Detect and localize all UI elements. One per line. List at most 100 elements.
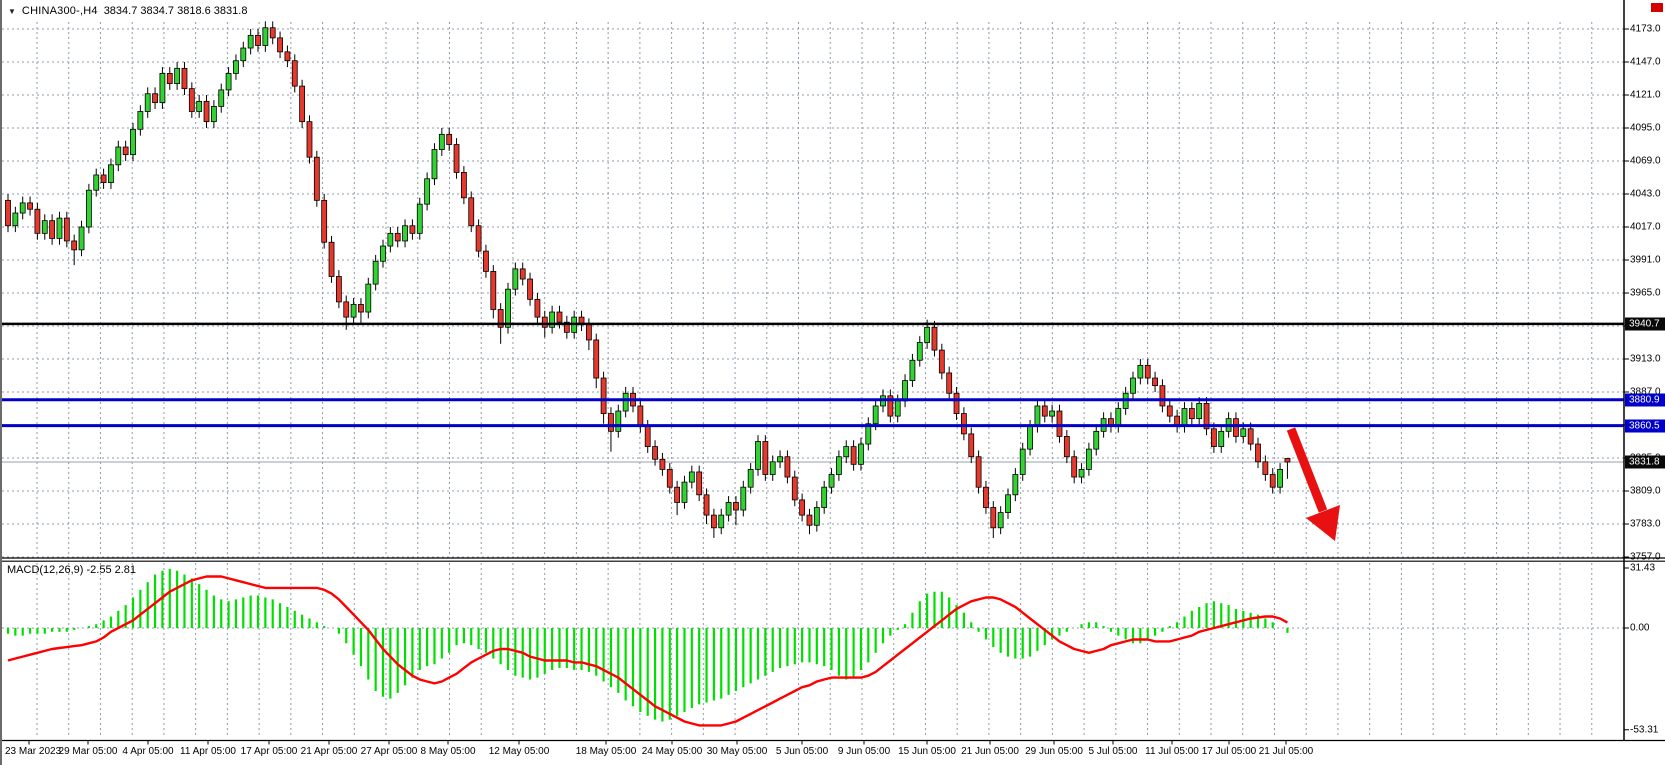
candle-body: [791, 476, 798, 501]
candle-body: [247, 34, 254, 49]
candle-body: [203, 100, 210, 123]
candle-body: [902, 380, 908, 402]
candle-body: [380, 245, 386, 262]
candle-body: [938, 349, 945, 374]
candle-body: [225, 73, 232, 91]
candle-body: [233, 60, 239, 74]
candle-body: [387, 232, 394, 247]
candle-body: [240, 47, 247, 62]
candle-body: [637, 405, 644, 427]
candle-body: [777, 456, 783, 463]
candle-body: [144, 93, 151, 112]
time-tick-label: 30 May 05:00: [706, 746, 768, 757]
candle-body: [1269, 474, 1276, 488]
candle-body: [1218, 430, 1225, 447]
candle-body: [740, 486, 747, 511]
candle-body: [556, 311, 563, 323]
candle-body: [1056, 410, 1063, 437]
candle-body: [63, 217, 70, 242]
time-tick-label: 12 May 05:00: [488, 746, 550, 757]
price-tick-label: 4043.0: [1630, 188, 1661, 200]
candle-body: [813, 507, 820, 526]
candle-body: [850, 446, 857, 465]
price-axis-drag-zone[interactable]: [1625, 0, 1665, 740]
candle-body: [291, 60, 298, 87]
candle-body: [1144, 364, 1151, 379]
down-arrow-shaft: [1286, 427, 1328, 513]
candle-body: [968, 433, 975, 458]
candle-body: [799, 499, 806, 516]
candle-body: [549, 311, 556, 328]
candle-body: [350, 304, 357, 318]
candle-body: [608, 413, 614, 432]
candle-body: [1041, 405, 1048, 417]
candle-body: [718, 514, 725, 529]
candle-body: [78, 226, 85, 251]
time-tick-label: 29 Jun 05:00: [1025, 746, 1083, 757]
candle-body: [1115, 408, 1122, 427]
candle-body: [130, 128, 136, 156]
time-tick-label: 24 May 05:00: [641, 746, 703, 757]
ohlc-readout: 3834.7 3834.7 3818.6 3831.8: [103, 5, 248, 17]
symbol-dropdown-icon[interactable]: ▼: [8, 6, 16, 16]
candle-body: [115, 146, 122, 166]
candle-body: [975, 456, 982, 488]
candle-body: [769, 461, 776, 475]
macd-scale-zero: 0.00: [1630, 622, 1650, 634]
candle-body: [710, 514, 717, 529]
price-tick-label: 4173.0: [1630, 23, 1661, 35]
candle-body: [1247, 428, 1254, 445]
candle-body: [475, 225, 482, 252]
candle-body: [402, 225, 408, 242]
candle-body: [365, 283, 372, 313]
symbol-period-label[interactable]: CHINA300-,H4: [21, 5, 98, 17]
candle-body: [652, 446, 658, 460]
candle-body: [821, 486, 828, 508]
candle-body: [85, 189, 92, 228]
candle-body: [100, 174, 107, 183]
candle-body: [806, 514, 813, 526]
time-tick-label: 21 Jul 05:00: [1258, 746, 1314, 757]
current-price-badge: 3831.8: [1625, 455, 1665, 469]
candle-body: [19, 202, 26, 214]
candle-body: [1085, 448, 1092, 470]
price-tick-label: 4069.0: [1630, 155, 1661, 167]
candle-body: [1159, 385, 1166, 407]
candle-body: [916, 342, 923, 361]
candle-body: [997, 512, 1004, 529]
price-tick-label: 4121.0: [1630, 89, 1661, 101]
candle-body: [313, 156, 320, 201]
candle-body: [372, 260, 379, 285]
candle-body: [512, 268, 519, 290]
candle-body: [747, 469, 754, 488]
chart-header: ▼ CHINA300-,H4 3834.7 3834.7 3818.6 3831…: [8, 5, 247, 17]
price-tick-label: 3991.0: [1630, 254, 1661, 266]
candle-body: [108, 164, 114, 183]
candle-body: [563, 321, 570, 333]
candle-body: [218, 89, 225, 107]
price-tick-label: 3809.0: [1630, 485, 1661, 497]
candle-body: [1093, 430, 1100, 450]
candle-body: [1137, 364, 1144, 379]
candle-body: [953, 392, 960, 414]
candle-body: [438, 133, 445, 150]
candle-body: [71, 240, 78, 251]
time-axis-drag-zone[interactable]: [2, 741, 1665, 765]
candle-body: [858, 443, 864, 465]
macd-signal-value: 2.81: [114, 564, 137, 576]
macd-main-value: -2.55: [86, 564, 112, 576]
candle-body: [1181, 408, 1188, 427]
candle-body: [990, 507, 997, 529]
candle-body: [1262, 461, 1269, 475]
candle-body: [284, 51, 291, 62]
down-arrow-head: [1306, 505, 1340, 541]
time-tick-label: 5 Jun 05:00: [775, 746, 829, 757]
candle-body: [887, 395, 894, 417]
candle-body: [615, 410, 622, 432]
candle-body: [1188, 408, 1195, 420]
candle-body: [1071, 456, 1078, 478]
candle-body: [27, 202, 33, 210]
candle-body: [755, 441, 761, 470]
candle-body: [34, 208, 41, 234]
